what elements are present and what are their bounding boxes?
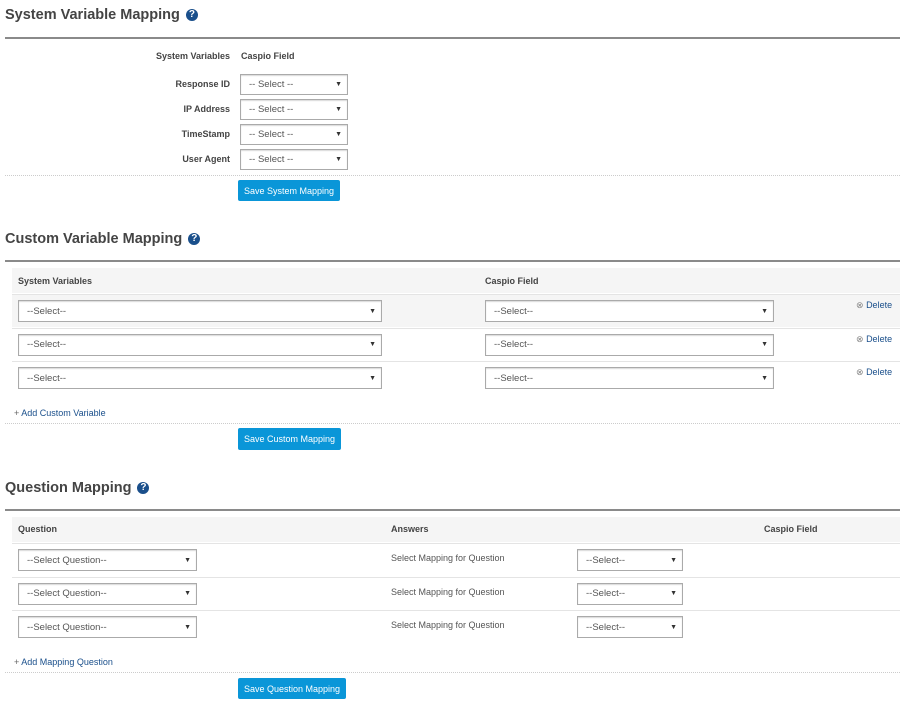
caspio-field-select[interactable]: -- Select -- ▼ [240, 99, 348, 120]
system-variable-label: IP Address [183, 104, 230, 114]
system-mapping-title: System Variable Mapping [5, 7, 180, 23]
caspio-field-select[interactable]: --Select-- ▼ [485, 333, 774, 356]
caspio-field-select[interactable]: -- Select -- ▼ [240, 74, 348, 95]
triangle-down-icon: ▼ [369, 374, 376, 382]
triangle-down-icon: ▼ [184, 623, 191, 631]
caspio-field-select[interactable]: -- Select -- ▼ [240, 149, 348, 170]
triangle-down-icon: ▼ [335, 81, 342, 88]
row-divider [12, 576, 900, 578]
caspio-field-select[interactable]: -- Select -- ▼ [240, 124, 348, 145]
triangle-down-icon: ▼ [761, 374, 768, 382]
add-custom-variable-link[interactable]: + Add Custom Variable [14, 408, 106, 418]
triangle-down-icon: ▼ [369, 307, 376, 315]
circle-x-icon: ⊗ [856, 300, 864, 310]
row-divider [12, 610, 900, 611]
triangle-down-icon: ▼ [761, 341, 768, 348]
system-variable-select[interactable]: --Select-- ▼ [18, 367, 382, 389]
save-system-mapping-button[interactable]: Save System Mapping [238, 180, 340, 201]
triangle-down-icon: ▼ [184, 590, 191, 597]
circle-x-icon: ⊗ [856, 333, 864, 344]
plus-icon: + [14, 408, 20, 418]
table-header [12, 268, 900, 293]
triangle-down-icon: ▼ [761, 307, 768, 315]
answers-text: Select Mapping for Question [391, 620, 505, 630]
plus-icon: + [14, 657, 20, 667]
circle-x-icon: ⊗ [856, 367, 864, 377]
question-select[interactable]: --Select Question-- ▼ [18, 549, 197, 571]
custom-mapping-title: Custom Variable Mapping [5, 231, 183, 247]
question-mapping-title: Question Mapping [5, 480, 132, 496]
divider [5, 260, 900, 262]
custom-mapping-heading: Custom Variable Mapping ? [5, 231, 201, 247]
column-header-caspio-field: Caspio Field [485, 276, 539, 286]
system-variable-label: Response ID [175, 79, 230, 89]
divider [5, 672, 900, 673]
caspio-field-select[interactable]: --Select-- ▼ [485, 367, 774, 389]
triangle-down-icon: ▼ [335, 106, 342, 113]
add-mapping-question-link[interactable]: + Add Mapping Question [14, 657, 113, 667]
help-icon[interactable]: ? [137, 482, 150, 494]
question-mapping-heading: Question Mapping ? [5, 480, 150, 496]
table-header [12, 517, 900, 542]
row-divider [12, 543, 900, 544]
system-variable-select[interactable]: --Select-- ▼ [18, 300, 382, 322]
delete-link[interactable]: ⊗ Delete [856, 300, 893, 310]
column-header-question: Question [18, 524, 58, 534]
triangle-down-icon: ▼ [335, 156, 342, 163]
question-select[interactable]: --Select Question-- ▼ [18, 616, 197, 638]
divider [5, 509, 900, 511]
triangle-down-icon: ▼ [335, 131, 342, 138]
caspio-field-select[interactable]: --Select-- ▼ [577, 616, 683, 638]
divider [5, 37, 900, 39]
column-header-caspio-field: Caspio Field [764, 524, 818, 534]
column-header-system-variables: System Variables [18, 276, 93, 286]
column-header-answers: Answers [391, 524, 429, 534]
caspio-field-select[interactable]: --Select-- ▼ [577, 549, 683, 571]
answers-text: Select Mapping for Question [391, 586, 505, 597]
divider [5, 423, 900, 424]
system-variable-label: TimeStamp [181, 129, 230, 139]
system-variable-label: User Agent [182, 154, 230, 164]
caspio-field-select[interactable]: --Select-- ▼ [577, 582, 683, 605]
column-header-caspio-field: Caspio Field [241, 51, 295, 61]
triangle-down-icon: ▼ [369, 341, 376, 348]
save-custom-mapping-button[interactable]: Save Custom Mapping [238, 428, 341, 450]
triangle-down-icon: ▼ [670, 623, 677, 631]
triangle-down-icon: ▼ [184, 556, 191, 564]
answers-text: Select Mapping for Question [391, 553, 505, 563]
delete-link[interactable]: ⊗ Delete [856, 333, 893, 344]
question-select[interactable]: --Select Question-- ▼ [18, 582, 197, 605]
divider [5, 175, 900, 176]
caspio-field-select[interactable]: --Select-- ▼ [485, 300, 774, 322]
system-mapping-heading: System Variable Mapping ? [5, 7, 198, 23]
row-divider [12, 361, 900, 362]
row-divider [12, 327, 900, 329]
row-divider [12, 294, 900, 295]
save-question-mapping-button[interactable]: Save Question Mapping [238, 678, 346, 699]
column-header-system-variables: System Variables [155, 51, 230, 61]
help-icon[interactable]: ? [188, 233, 201, 245]
triangle-down-icon: ▼ [670, 556, 677, 564]
help-icon[interactable]: ? [185, 9, 198, 21]
triangle-down-icon: ▼ [670, 590, 677, 597]
delete-link[interactable]: ⊗ Delete [856, 367, 893, 377]
system-variable-select[interactable]: --Select-- ▼ [18, 333, 382, 356]
